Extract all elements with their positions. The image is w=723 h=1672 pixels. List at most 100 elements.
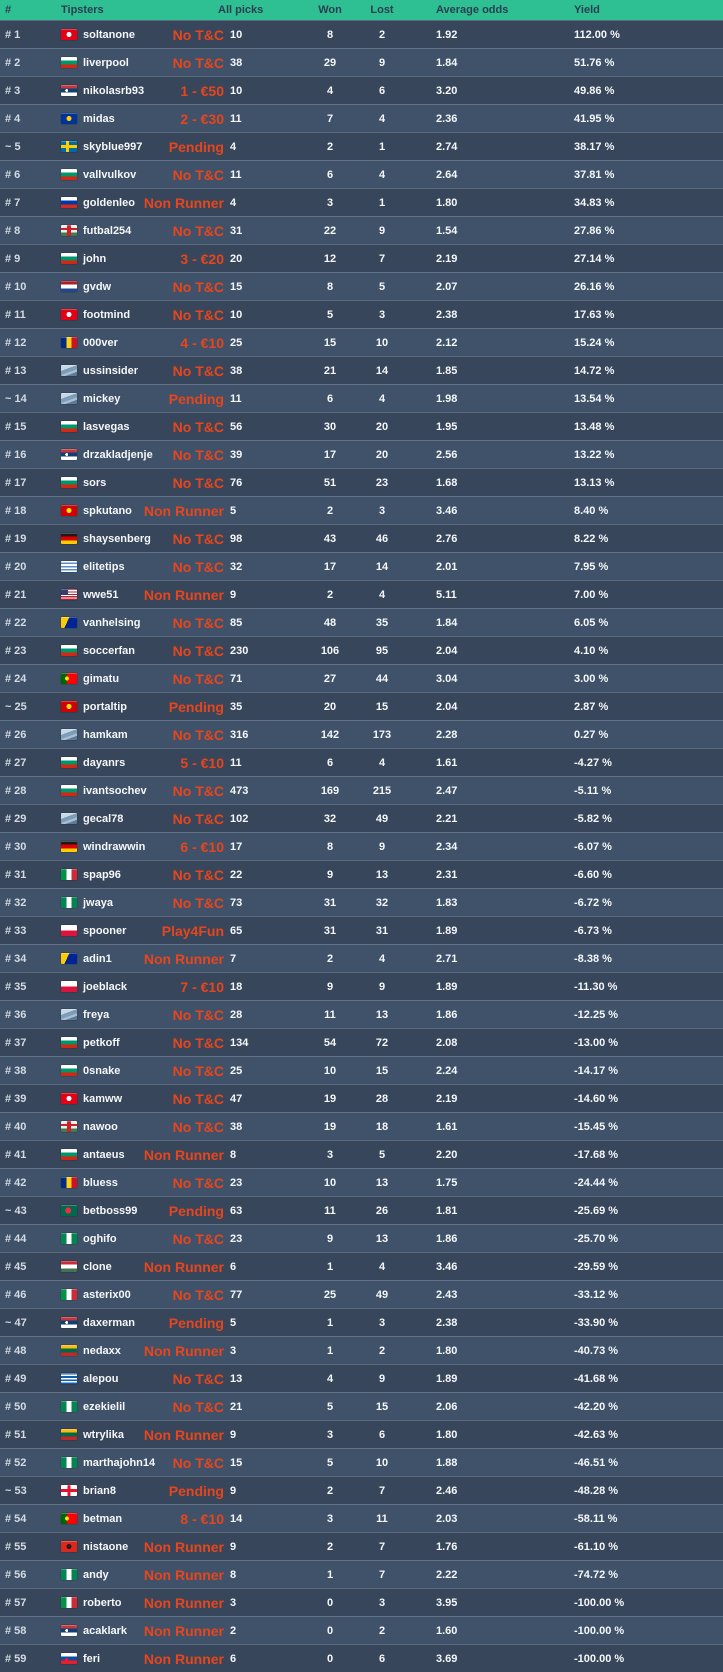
tipster-name-link[interactable]: wwe51 xyxy=(83,588,119,601)
tipster-name-link[interactable]: shaysenberg xyxy=(83,532,151,545)
table-row[interactable]: # 34 adin1 Non Runner 7 2 4 2.71 -8.38 % xyxy=(0,944,723,972)
table-row[interactable]: # 51 wtrylika Non Runner 9 3 6 1.80 -42.63 % xyxy=(0,1420,723,1448)
tipster-name-link[interactable]: ezekielil xyxy=(83,1400,126,1413)
tipster-name-link[interactable]: vallvulkov xyxy=(83,168,137,181)
tipster-name-link[interactable]: clone xyxy=(83,1260,112,1273)
tipster-name-link[interactable]: nawoo xyxy=(83,1120,118,1133)
tipster-name-link[interactable]: nikolasrb93 xyxy=(83,84,145,97)
tipster-name-link[interactable]: nistaone xyxy=(83,1540,129,1553)
table-row[interactable]: # 16 drzakladjenje No T&C 39 17 20 2.56 13.22 % xyxy=(0,440,723,468)
tipster-name-link[interactable]: brian8 xyxy=(83,1484,117,1497)
table-row[interactable]: # 13 ussinsider No T&C 38 21 14 1.85 14.72 % xyxy=(0,356,723,384)
tipster-name-link[interactable]: feri xyxy=(83,1652,101,1665)
table-row[interactable]: # 23 soccerfan No T&C 230 106 95 2.04 4.10 % xyxy=(0,636,723,664)
table-row[interactable]: # 28 ivantsochev No T&C 473 169 215 2.47 -5.11 … xyxy=(0,776,723,804)
table-row[interactable]: # 26 hamkam No T&C 316 142 173 2.28 0.27 % xyxy=(0,720,723,748)
table-row[interactable]: # 11 footmind No T&C 10 5 3 2.38 17.63 % xyxy=(0,300,723,328)
tipster-name-link[interactable]: adin1 xyxy=(83,952,112,965)
tipster-name-link[interactable]: portaltip xyxy=(83,700,127,713)
tipster-name-link[interactable]: elitetips xyxy=(83,560,125,573)
tipster-name-link[interactable]: ussinsider xyxy=(83,364,139,377)
table-row[interactable]: # 31 spap96 No T&C 22 9 13 2.31 -6.60 % xyxy=(0,860,723,888)
tipster-name-link[interactable]: bluess xyxy=(83,1176,118,1189)
tipster-name-link[interactable]: petkoff xyxy=(83,1036,120,1049)
tipster-name-link[interactable]: vanhelsing xyxy=(83,616,141,629)
table-row[interactable]: # 33 spooner Play4Fun 65 31 31 1.89 -6.73 % xyxy=(0,916,723,944)
tipster-name-link[interactable]: marthajohn14 xyxy=(83,1456,156,1469)
tipster-name-link[interactable]: drzakladjenje xyxy=(83,448,153,461)
table-row[interactable]: # 22 vanhelsing No T&C 85 48 35 1.84 6.05 % xyxy=(0,608,723,636)
table-row[interactable]: # 18 spkutano Non Runner 5 2 3 3.46 8.40 % xyxy=(0,496,723,524)
tipster-name-link[interactable]: asterix00 xyxy=(83,1288,131,1301)
tipster-name-link[interactable]: ivantsochev xyxy=(83,784,147,797)
table-row[interactable]: # 1 soltanone No T&C 10 8 2 1.92 112.00 % xyxy=(0,20,723,48)
tipster-name-link[interactable]: footmind xyxy=(83,308,131,321)
table-row[interactable]: # 38 0snake No T&C 25 10 15 2.24 -14.17 % xyxy=(0,1056,723,1084)
table-row[interactable]: # 56 andy Non Runner 8 1 7 2.22 -74.72 % xyxy=(0,1560,723,1588)
table-row[interactable]: # 52 marthajohn14 No T&C 15 5 10 1.88 -46.51 % xyxy=(0,1448,723,1476)
table-row[interactable]: # 19 shaysenberg No T&C 98 43 46 2.76 8.22 % xyxy=(0,524,723,552)
tipster-name-link[interactable]: skyblue997 xyxy=(83,140,143,153)
table-row[interactable]: # 32 jwaya No T&C 73 31 32 1.83 -6.72 % xyxy=(0,888,723,916)
tipster-name-link[interactable]: gecal78 xyxy=(83,812,124,825)
table-row[interactable]: # 3 nikolasrb93 1 - €50 10 4 6 3.20 49.86 % xyxy=(0,76,723,104)
table-row[interactable]: # 24 gimatu No T&C 71 27 44 3.04 3.00 % xyxy=(0,664,723,692)
tipster-name-link[interactable]: spooner xyxy=(83,924,127,937)
table-row[interactable]: # 29 gecal78 No T&C 102 32 49 2.21 -5.82 % xyxy=(0,804,723,832)
tipster-name-link[interactable]: spkutano xyxy=(83,504,132,517)
tipster-name-link[interactable]: futbal254 xyxy=(83,224,132,237)
tipster-name-link[interactable]: 0snake xyxy=(83,1064,121,1077)
tipster-name-link[interactable]: soccerfan xyxy=(83,644,135,657)
tipster-name-link[interactable]: betboss99 xyxy=(83,1204,138,1217)
tipster-name-link[interactable]: soltanone xyxy=(83,28,135,41)
table-row[interactable]: # 45 clone Non Runner 6 1 4 3.46 -29.59 % xyxy=(0,1252,723,1280)
tipster-name-link[interactable]: roberto xyxy=(83,1596,122,1609)
table-row[interactable]: # 20 elitetips No T&C 32 17 14 2.01 7.95 % xyxy=(0,552,723,580)
table-row[interactable]: # 57 roberto Non Runner 3 0 3 3.95 -100.00 % xyxy=(0,1588,723,1616)
table-row[interactable]: # 35 joeblack 7 - €10 18 9 9 1.89 -11.30 % xyxy=(0,972,723,1000)
table-row[interactable]: # 54 betman 8 - €10 14 3 11 2.03 -58.11 % xyxy=(0,1504,723,1532)
table-row[interactable]: # 12 000ver 4 - €10 25 15 10 2.12 15.24 % xyxy=(0,328,723,356)
table-row[interactable]: ~ 5 skyblue997 Pending 4 2 1 2.74 38.17 % xyxy=(0,132,723,160)
table-row[interactable]: # 4 midas 2 - €30 11 7 4 2.36 41.95 % xyxy=(0,104,723,132)
table-row[interactable]: ~ 14 mickey Pending 11 6 4 1.98 13.54 % xyxy=(0,384,723,412)
tipster-name-link[interactable]: freya xyxy=(83,1008,110,1021)
tipster-name-link[interactable]: wtrylika xyxy=(83,1428,124,1441)
tipster-name-link[interactable]: gimatu xyxy=(83,672,120,685)
table-row[interactable]: # 59 feri Non Runner 6 0 6 3.69 -100.00 % xyxy=(0,1644,723,1672)
tipster-name-link[interactable]: windrawwin xyxy=(83,840,146,853)
table-row[interactable]: # 40 nawoo No T&C 38 19 18 1.61 -15.45 % xyxy=(0,1112,723,1140)
table-row[interactable]: # 42 bluess No T&C 23 10 13 1.75 -24.44 % xyxy=(0,1168,723,1196)
table-row[interactable]: # 21 wwe51 Non Runner 9 2 4 5.11 7.00 % xyxy=(0,580,723,608)
tipster-name-link[interactable]: john xyxy=(83,252,107,265)
table-row[interactable]: # 39 kamww No T&C 47 19 28 2.19 -14.60 % xyxy=(0,1084,723,1112)
table-row[interactable]: # 37 petkoff No T&C 134 54 72 2.08 -13.00 % xyxy=(0,1028,723,1056)
tipster-name-link[interactable]: acaklark xyxy=(83,1624,128,1637)
tipster-name-link[interactable]: antaeus xyxy=(83,1148,125,1161)
table-row[interactable]: # 41 antaeus Non Runner 8 3 5 2.20 -17.68 % xyxy=(0,1140,723,1168)
table-row[interactable]: ~ 53 brian8 Pending 9 2 7 2.46 -48.28 % xyxy=(0,1476,723,1504)
tipster-name-link[interactable]: goldenleo xyxy=(83,196,135,209)
table-row[interactable]: # 7 goldenleo Non Runner 4 3 1 1.80 34.83 % xyxy=(0,188,723,216)
table-row[interactable]: # 36 freya No T&C 28 11 13 1.86 -12.25 % xyxy=(0,1000,723,1028)
table-row[interactable]: # 17 sors No T&C 76 51 23 1.68 13.13 % xyxy=(0,468,723,496)
table-row[interactable]: # 58 acaklark Non Runner 2 0 2 1.60 -100.00 % xyxy=(0,1616,723,1644)
tipster-name-link[interactable]: nedaxx xyxy=(83,1344,121,1357)
table-row[interactable]: ~ 47 daxerman Pending 5 1 3 2.38 -33.90 % xyxy=(0,1308,723,1336)
tipster-name-link[interactable]: kamww xyxy=(83,1092,123,1105)
tipster-name-link[interactable]: liverpool xyxy=(83,56,129,69)
table-row[interactable]: # 2 liverpool No T&C 38 29 9 1.84 51.76 % xyxy=(0,48,723,76)
table-row[interactable]: # 27 dayanrs 5 - €10 11 6 4 1.61 -4.27 % xyxy=(0,748,723,776)
table-row[interactable]: # 9 john 3 - €20 20 12 7 2.19 27.14 % xyxy=(0,244,723,272)
tipster-name-link[interactable]: mickey xyxy=(83,392,121,405)
table-row[interactable]: # 15 lasvegas No T&C 56 30 20 1.95 13.48 % xyxy=(0,412,723,440)
tipster-name-link[interactable]: oghifo xyxy=(83,1232,117,1245)
tipster-name-link[interactable]: dayanrs xyxy=(83,756,126,769)
table-row[interactable]: # 49 alepou No T&C 13 4 9 1.89 -41.68 % xyxy=(0,1364,723,1392)
table-row[interactable]: # 50 ezekielil No T&C 21 5 15 2.06 -42.20 % xyxy=(0,1392,723,1420)
tipster-name-link[interactable]: alepou xyxy=(83,1372,119,1385)
table-row[interactable]: # 55 nistaone Non Runner 9 2 7 1.76 -61.10 % xyxy=(0,1532,723,1560)
table-row[interactable]: # 46 asterix00 No T&C 77 25 49 2.43 -33.12 % xyxy=(0,1280,723,1308)
tipster-name-link[interactable]: 000ver xyxy=(83,336,118,349)
tipster-name-link[interactable]: hamkam xyxy=(83,728,128,741)
